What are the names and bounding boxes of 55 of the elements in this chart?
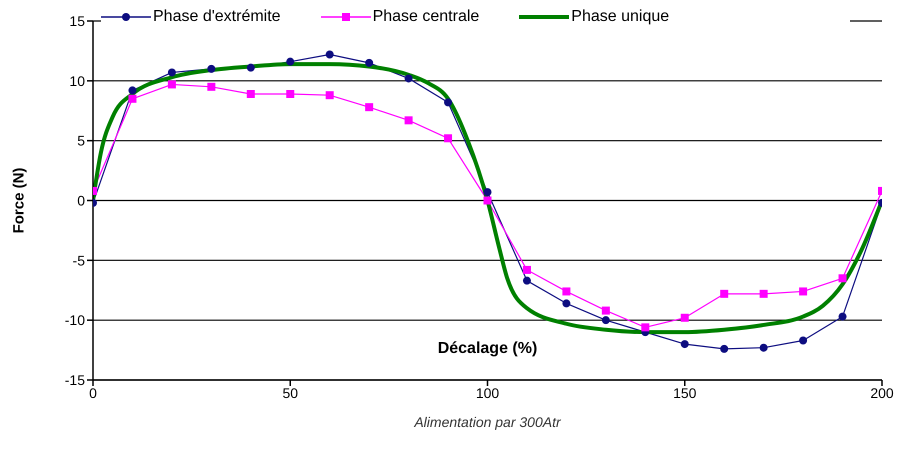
point xyxy=(404,116,413,124)
point xyxy=(128,86,136,94)
point xyxy=(522,266,531,274)
point xyxy=(522,276,531,285)
y-tick-label: 15 xyxy=(69,12,86,29)
x-tick-label: 200 xyxy=(870,384,894,401)
point xyxy=(326,91,334,100)
point xyxy=(680,340,689,348)
y-tick-label: 10 xyxy=(69,72,86,89)
point xyxy=(404,74,413,82)
point xyxy=(602,306,610,315)
y-tick-label: 0 xyxy=(77,192,86,208)
point xyxy=(838,312,847,321)
x-tick-label: 150 xyxy=(673,384,697,401)
point xyxy=(838,274,847,282)
point xyxy=(207,64,216,73)
point xyxy=(326,50,334,59)
point xyxy=(444,134,452,142)
point xyxy=(168,68,176,76)
point xyxy=(680,314,689,322)
point xyxy=(720,290,728,298)
point xyxy=(484,188,492,196)
y-tick-label: -5 xyxy=(72,252,86,268)
point xyxy=(641,323,650,332)
y-tick-label: -15 xyxy=(64,372,86,388)
point xyxy=(286,90,294,98)
point xyxy=(286,58,294,66)
point xyxy=(444,98,452,106)
y-tick-label: 5 xyxy=(77,132,86,149)
point xyxy=(168,80,176,88)
x-tick-label: 0 xyxy=(89,384,98,401)
y-axis-title: Force (N) xyxy=(10,168,28,234)
legend-label: Phase centrale xyxy=(372,8,480,26)
x-axis-title: Décalage (%) xyxy=(436,340,538,358)
point xyxy=(602,316,610,324)
x-tick-label: 50 xyxy=(282,384,298,401)
point xyxy=(365,58,374,67)
point xyxy=(562,299,570,308)
point xyxy=(365,103,374,112)
text: Alimentation par 300Atr xyxy=(412,414,562,430)
x-tick-label: 100 xyxy=(476,384,500,401)
point xyxy=(207,82,216,91)
point xyxy=(760,344,768,352)
point xyxy=(799,336,808,345)
legend-label: Phase d'extrémite xyxy=(153,8,281,26)
point xyxy=(484,196,492,204)
point xyxy=(128,94,136,103)
point xyxy=(246,64,255,72)
point xyxy=(760,290,768,298)
point xyxy=(562,287,570,296)
point xyxy=(246,90,255,98)
y-tick-label: -10 xyxy=(64,312,86,328)
point xyxy=(799,287,808,296)
legend-label: Phase unique xyxy=(571,8,670,26)
point xyxy=(720,344,728,353)
